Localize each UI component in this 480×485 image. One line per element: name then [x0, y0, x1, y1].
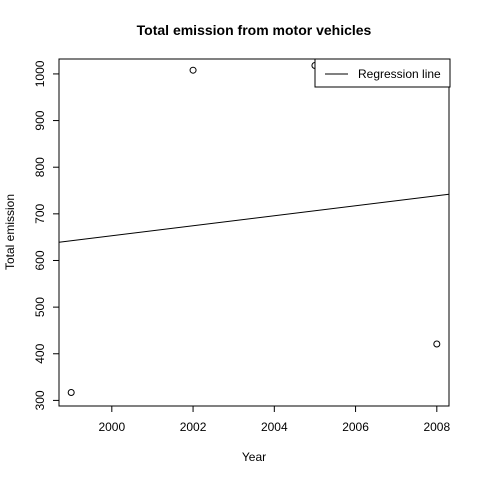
y-tick-label: 300 — [33, 390, 47, 410]
y-tick-label: 400 — [33, 343, 47, 363]
legend-entry-regression: Regression line — [358, 67, 441, 81]
y-axis-label: Total emission — [3, 194, 17, 270]
x-tick-label: 2008 — [423, 420, 450, 434]
y-tick-label: 500 — [33, 297, 47, 317]
regression-line — [58, 193, 450, 243]
x-tick-label: 2004 — [261, 420, 288, 434]
y-tick-label: 1000 — [33, 60, 47, 87]
data-point — [433, 340, 441, 348]
data-point — [189, 66, 197, 74]
x-tick-label: 2000 — [98, 420, 125, 434]
series-layer — [58, 62, 450, 396]
x-axis-label: Year — [242, 450, 266, 464]
y-tick-label: 800 — [33, 157, 47, 177]
data-point — [67, 388, 75, 396]
plot-frame — [58, 58, 450, 407]
y-tick-label: 600 — [33, 250, 47, 270]
x-tick-label: 2002 — [180, 420, 207, 434]
x-axis: 2000 2002 2004 2006 2008 — [98, 406, 450, 434]
y-axis: 300 400 500 600 700 800 900 1000 — [33, 60, 59, 410]
chart-title: Total emission from motor vehicles — [137, 22, 372, 38]
legend-box — [314, 58, 451, 88]
legend: Regression line — [314, 58, 451, 88]
y-tick-label: 900 — [33, 110, 47, 130]
x-tick-label: 2006 — [342, 420, 369, 434]
y-tick-label: 700 — [33, 204, 47, 224]
plot-area — [58, 58, 450, 407]
